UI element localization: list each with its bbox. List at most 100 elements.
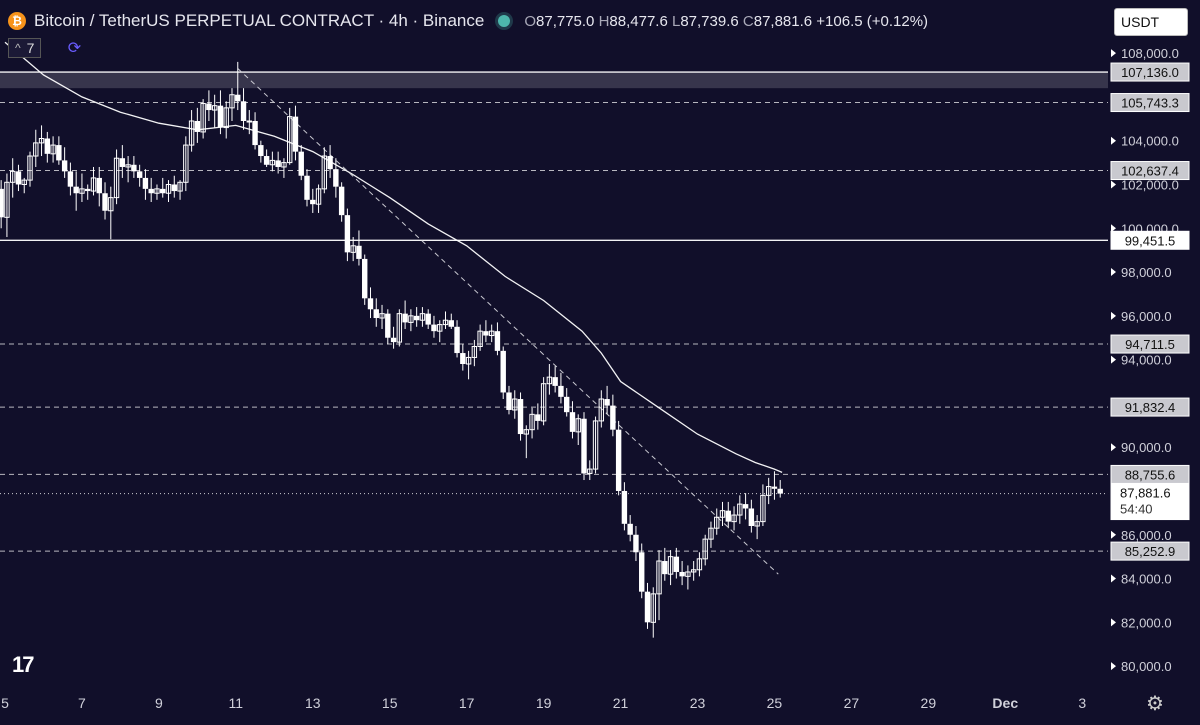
candle: [79, 173, 85, 202]
y-tick-label: 98,000.0: [1121, 265, 1172, 280]
low-value: 87,739.6: [680, 12, 739, 30]
candle: [183, 136, 189, 192]
market-status-icon: [498, 15, 511, 27]
candle: [327, 145, 333, 178]
candle-body-up: [408, 315, 414, 323]
candle: [50, 136, 56, 163]
sync-icon[interactable]: ⟳: [67, 40, 82, 57]
candle-body-up: [419, 313, 426, 321]
candle-body-up: [696, 558, 703, 571]
candle: [633, 526, 639, 562]
candle-body-up: [754, 521, 760, 527]
candle: [471, 339, 478, 367]
candle: [281, 158, 287, 178]
candle-body-down: [569, 412, 576, 432]
candle-body-up: [269, 159, 276, 166]
level-label-box: [1110, 62, 1190, 82]
candle-body-down: [633, 534, 639, 553]
candle-body-up: [598, 398, 605, 422]
candle-body-up: [379, 313, 385, 319]
candle: [771, 471, 778, 500]
high-value: 88,477.6: [609, 12, 668, 30]
candle: [696, 552, 703, 577]
tradingview-logo[interactable]: 17: [12, 652, 35, 677]
indicator-toggle[interactable]: ^ 7: [8, 38, 42, 58]
candle-body-up: [667, 556, 674, 575]
candle-body-down: [431, 324, 437, 332]
candle-body-down: [160, 188, 166, 194]
candle: [679, 561, 685, 586]
candle-body-up: [9, 170, 16, 183]
candle-body-up: [321, 155, 328, 190]
level-label: 105,743.3: [1121, 96, 1179, 111]
candle: [373, 298, 379, 327]
y-tick-arrow: [1111, 49, 1116, 58]
candle-body-up: [281, 162, 287, 168]
candle-body-up: [719, 510, 726, 518]
candle: [621, 482, 628, 531]
candle: [102, 182, 108, 220]
candle-body-up: [737, 503, 743, 516]
x-tick-label: 7: [78, 695, 86, 711]
candle: [321, 147, 328, 194]
currency-select[interactable]: USDT: [1114, 8, 1188, 36]
candle-body-down: [217, 105, 224, 128]
change-value: +106.5 (+0.12%): [816, 12, 929, 30]
gear-icon[interactable]: ⚙: [1146, 692, 1164, 715]
level-label-box: [1110, 230, 1190, 250]
close-label: C: [742, 12, 754, 30]
open-value: 87,775.0: [536, 12, 595, 30]
candle: [702, 534, 708, 566]
candle-body-up: [165, 183, 172, 194]
candle: [563, 388, 570, 417]
candle-body-down: [333, 169, 339, 187]
candle: [148, 177, 154, 202]
candle: [177, 180, 183, 200]
candle-body-down: [258, 145, 264, 157]
current-price-box: [1110, 483, 1190, 521]
high-label: H: [598, 12, 610, 30]
candle-body-down: [304, 175, 310, 200]
candle-body-down: [142, 177, 149, 189]
candle-body-up: [4, 181, 10, 218]
candle-body-down: [44, 138, 51, 154]
candle: [304, 169, 310, 207]
candle-body-down: [621, 490, 628, 524]
x-tick-label: 29: [921, 695, 937, 711]
candle-body-up: [154, 188, 160, 194]
x-tick-label: 5: [1, 695, 9, 711]
candle: [408, 309, 414, 332]
y-tick-label: 84,000.0: [1121, 572, 1172, 587]
y-tick-arrow: [1111, 618, 1116, 627]
candle-body-down: [96, 177, 102, 194]
candle-body-up: [246, 120, 252, 123]
candle: [344, 208, 351, 262]
candle-body-down: [119, 158, 126, 167]
candle: [96, 166, 102, 207]
candle-body-up: [477, 330, 483, 347]
candle-body-up: [690, 569, 697, 573]
low-label: L: [671, 12, 681, 30]
y-tick-arrow: [1111, 180, 1116, 189]
candle: [188, 110, 195, 152]
candle: [333, 158, 339, 198]
close-value: 87,881.6: [753, 12, 813, 30]
symbol-title[interactable]: Bitcoin / TetherUS PERPETUAL CONTRACT · …: [34, 11, 485, 30]
candle: [442, 311, 449, 329]
x-tick-label: 25: [767, 695, 783, 711]
y-tick-label: 108,000.0: [1121, 46, 1179, 61]
y-tick-label: 104,000.0: [1121, 134, 1179, 149]
candle: [592, 416, 599, 474]
bar-countdown: 54:40: [1120, 502, 1153, 517]
level-label: 107,136.0: [1121, 65, 1179, 80]
candle: [200, 99, 206, 139]
level-label: 94,711.5: [1125, 337, 1175, 352]
candle-body-down: [240, 101, 247, 121]
candle-body-up: [33, 142, 39, 157]
level-label: 91,832.4: [1125, 400, 1176, 415]
level-label: 99,451.5: [1125, 233, 1176, 248]
candle: [61, 147, 68, 178]
candle-body-up: [760, 494, 766, 523]
